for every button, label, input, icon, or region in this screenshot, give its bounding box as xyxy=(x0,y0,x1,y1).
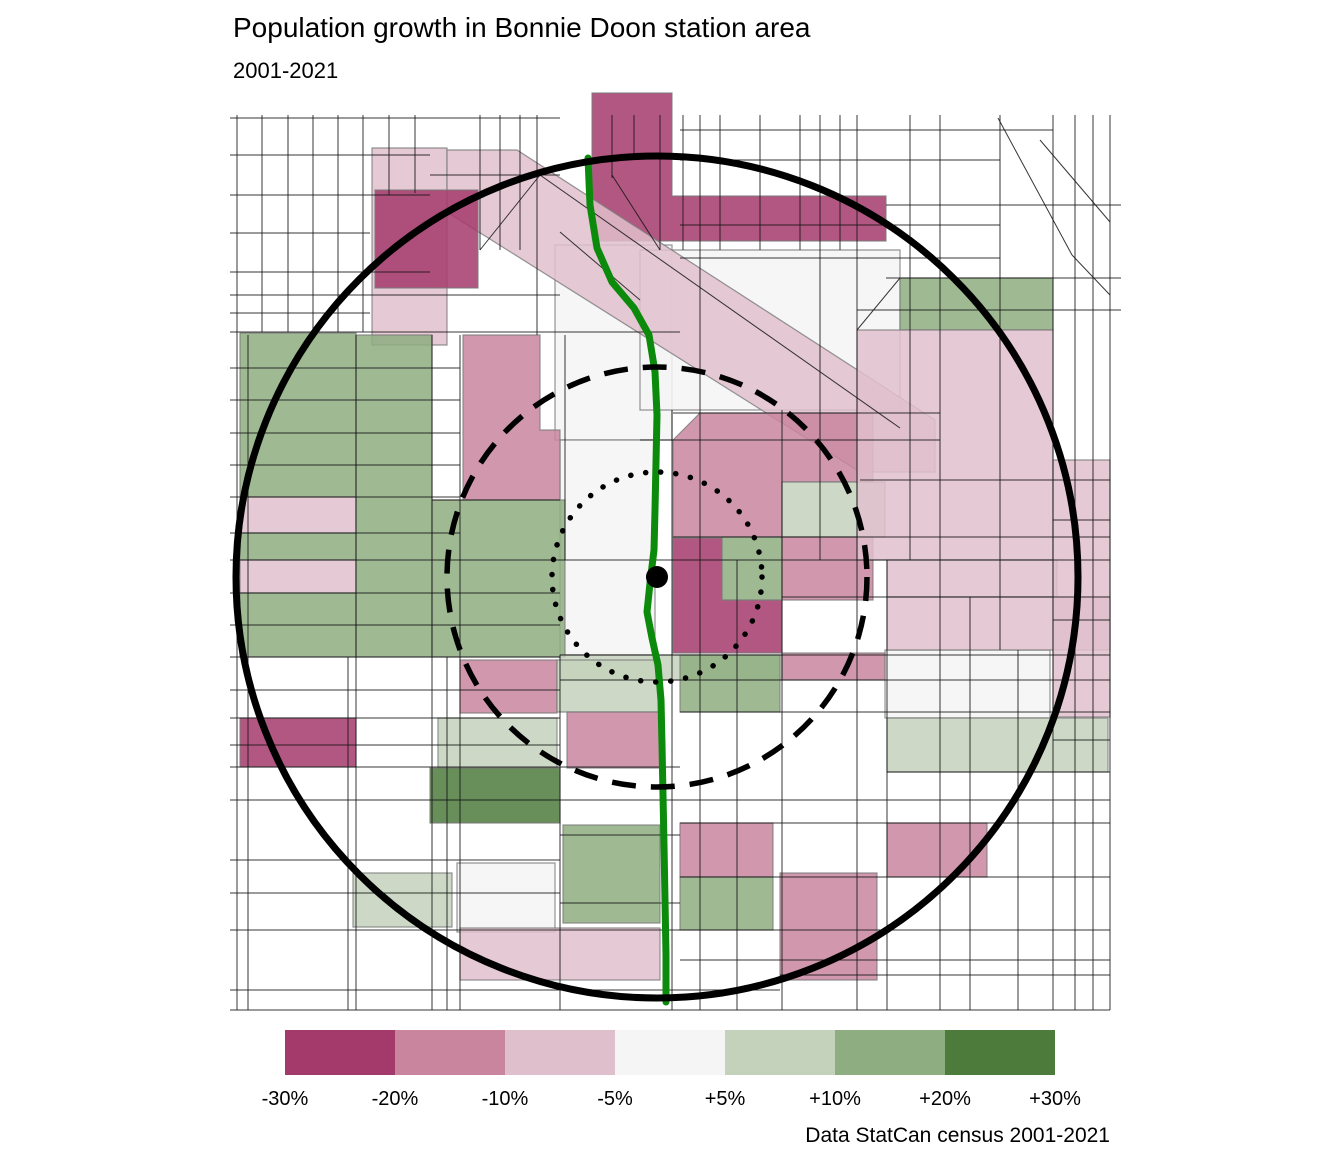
color-legend-bar xyxy=(285,1030,1055,1075)
census-tract-polygon xyxy=(1052,459,1111,718)
census-tract-polygon xyxy=(679,876,774,931)
census-tract-polygon xyxy=(781,652,886,681)
legend-break-label: -20% xyxy=(371,1088,419,1110)
census-tract-polygon xyxy=(556,659,661,713)
legend-break-label: +20% xyxy=(919,1088,971,1110)
census-tract-polygon xyxy=(239,496,357,534)
census-tract-polygon xyxy=(562,824,661,924)
legend-swatch-5 xyxy=(835,1030,945,1075)
station-point xyxy=(646,566,668,588)
street-line xyxy=(479,174,541,251)
census-tract-polygon xyxy=(239,532,357,561)
street-line xyxy=(539,174,901,429)
street-line xyxy=(1039,139,1111,223)
census-tract-polygon xyxy=(374,189,479,289)
street-grid-layer xyxy=(230,115,1121,1011)
street-line xyxy=(856,277,901,331)
census-tract-polygon xyxy=(679,654,781,713)
legend-break-label: +5% xyxy=(704,1088,746,1110)
census-tract-polygon xyxy=(355,334,433,658)
street-line xyxy=(611,174,661,251)
census-tract-polygon xyxy=(456,862,556,933)
census-tract-polygon xyxy=(437,717,558,769)
census-tract-polygon xyxy=(886,822,988,878)
census-tract-polygon xyxy=(352,872,453,928)
legend-break-label: -30% xyxy=(261,1088,309,1110)
buffer-ring-solid xyxy=(232,152,1082,1002)
census-tract-polygon xyxy=(462,334,561,501)
legend-break-label: -5% xyxy=(597,1088,633,1110)
street-line xyxy=(997,117,1073,256)
census-tract-polygon xyxy=(721,536,783,601)
legend-swatch-6 xyxy=(945,1030,1055,1075)
census-tract-polygon xyxy=(459,659,558,714)
census-tract-polygon xyxy=(239,559,357,594)
street-line xyxy=(1071,254,1111,296)
census-tract-polygon xyxy=(239,717,357,768)
census-tract-polygon xyxy=(566,711,661,769)
buffer-ring-dotted xyxy=(549,469,765,685)
legend-swatch-4 xyxy=(725,1030,835,1075)
legend-swatch-1 xyxy=(395,1030,505,1075)
census-tract-polygon xyxy=(559,439,656,656)
buffer-ring-dashed xyxy=(444,364,870,790)
map-title: Population growth in Bonnie Doon station… xyxy=(233,12,811,43)
legend-swatch-3 xyxy=(615,1030,725,1075)
legend-swatch-0 xyxy=(285,1030,395,1075)
census-tract-polygon xyxy=(886,559,1058,598)
census-tract-polygon xyxy=(679,822,774,878)
legend-swatch-2 xyxy=(505,1030,615,1075)
street-line xyxy=(559,231,641,301)
census-tract-polygon xyxy=(884,649,1051,719)
transit-line xyxy=(584,154,670,1006)
legend-break-label: +30% xyxy=(1029,1088,1081,1110)
legend-break-label: -10% xyxy=(481,1088,529,1110)
legend-break-label: +10% xyxy=(809,1088,861,1110)
census-tract-polygon xyxy=(429,767,561,824)
data-source-caption: Data StatCan census 2001-2021 xyxy=(805,1124,1110,1147)
map-subtitle: 2001-2021 xyxy=(233,58,339,83)
